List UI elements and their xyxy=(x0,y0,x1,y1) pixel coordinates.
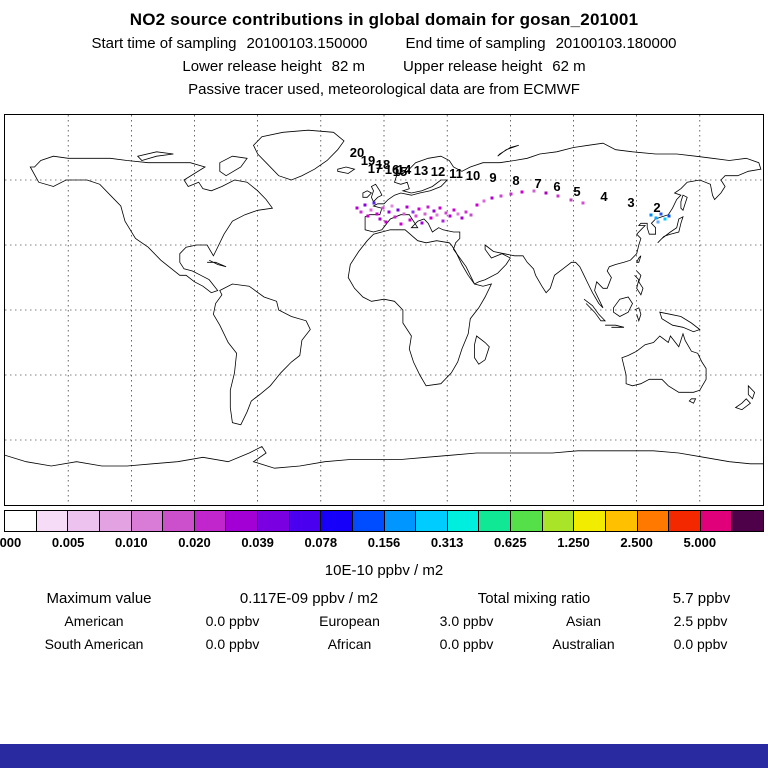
region-label-australian: Australian xyxy=(552,636,615,652)
svg-text:9: 9 xyxy=(489,170,496,185)
colorbar-segment xyxy=(541,511,574,531)
region-value-south-american: 0.0 ppbv xyxy=(205,636,260,652)
colorbar-segment xyxy=(415,511,447,531)
colorbar-segment xyxy=(636,511,669,531)
colorbar-segment xyxy=(98,511,131,531)
release-height-line: Lower release height 82 m Upper release … xyxy=(0,55,768,78)
colorbar-segment xyxy=(130,511,163,531)
colorbar-segment xyxy=(383,511,416,531)
colorbar-tick-label: 0.625 xyxy=(494,535,527,550)
colorbar-tick-label: 0.000 xyxy=(0,535,22,550)
total-mixing-ratio-label: Total mixing ratio xyxy=(477,590,591,607)
svg-text:18: 18 xyxy=(376,157,390,172)
colorbar-segment xyxy=(604,511,637,531)
colorbar-tick-label: 0.020 xyxy=(178,535,211,550)
region-label-south-american: South American xyxy=(44,636,144,652)
region-value-european: 3.0 ppbv xyxy=(439,613,494,629)
plot-title: NO2 source contributions in global domai… xyxy=(129,10,639,29)
region-label-european: European xyxy=(319,613,380,629)
svg-text:4: 4 xyxy=(600,189,608,204)
colorbar-segment xyxy=(668,511,700,531)
colorbar-segment xyxy=(510,511,542,531)
upper-height-value: 62 m xyxy=(552,58,586,75)
svg-text:13: 13 xyxy=(414,163,428,178)
colorbar-tick-label: 2.500 xyxy=(620,535,653,550)
start-time-value: 20100103.150000 xyxy=(246,35,368,52)
colorbar-tick-label: 5.000 xyxy=(683,535,717,550)
svg-text:11: 11 xyxy=(449,166,463,181)
svg-text:10: 10 xyxy=(466,168,480,183)
units-caption: 10E-10 ppbv / m2 xyxy=(324,562,444,579)
region-value-american: 0.0 ppbv xyxy=(205,613,260,629)
colorbar-segment xyxy=(320,511,352,531)
svg-text:17: 17 xyxy=(368,161,382,176)
upper-height-label: Upper release height xyxy=(403,58,543,75)
colorbar-segment xyxy=(35,511,68,531)
svg-text:16: 16 xyxy=(385,162,399,177)
svg-text:14: 14 xyxy=(397,162,412,177)
region-stats: American 0.0 ppbv European 3.0 ppbv Asia… xyxy=(0,610,768,656)
region-value-african: 0.0 ppbv xyxy=(439,636,494,652)
colorbar-segment xyxy=(225,511,257,531)
colorbar-segment xyxy=(257,511,289,531)
region-value-australian: 0.0 ppbv xyxy=(673,636,728,652)
lower-height-value: 82 m xyxy=(331,58,365,75)
colorbar-segment xyxy=(193,511,226,531)
colorbar-tick-label: 1.250 xyxy=(557,535,590,550)
svg-text:12: 12 xyxy=(431,164,445,179)
svg-text:5: 5 xyxy=(573,184,580,199)
colorbar-tick-label: 0.005 xyxy=(51,535,85,550)
svg-text:6: 6 xyxy=(553,179,560,194)
colorbar-segment xyxy=(573,511,605,531)
colorbar-segment xyxy=(351,511,384,531)
colorbar-tick-label: 0.156 xyxy=(367,535,401,550)
header: NO2 source contributions in global domai… xyxy=(0,0,768,101)
region-value-asian: 2.5 ppbv xyxy=(673,613,728,629)
colorbar xyxy=(4,510,764,532)
colorbar-segment xyxy=(699,511,732,531)
region-label-asian: Asian xyxy=(565,613,602,629)
start-time-label: Start time of sampling xyxy=(91,35,237,52)
sampling-time-line: Start time of sampling 20100103.150000 E… xyxy=(0,32,768,55)
svg-text:15: 15 xyxy=(393,164,407,179)
max-value-label: Maximum value xyxy=(46,590,152,607)
colorbar-tick-label: 0.010 xyxy=(115,535,148,550)
lower-height-label: Lower release height xyxy=(182,58,322,75)
region-label-american: American xyxy=(64,613,124,629)
colorbar-tick-label: 0.313 xyxy=(430,535,464,550)
colorbar-segment xyxy=(446,511,479,531)
total-mixing-ratio-value: 5.7 ppbv xyxy=(672,590,731,607)
end-time-label: End time of sampling xyxy=(405,35,546,52)
summary-line: Maximum value 0.117E-09 ppbv / m2 Total … xyxy=(0,590,768,607)
colorbar-segment xyxy=(731,511,763,531)
colorbar-segment xyxy=(67,511,99,531)
tracer-note: Passive tracer used, meteorological data… xyxy=(188,81,580,98)
svg-text:20: 20 xyxy=(350,145,364,160)
svg-text:19: 19 xyxy=(361,153,375,168)
region-label-african: African xyxy=(327,636,372,652)
colorbar-segment xyxy=(288,511,321,531)
colorbar-segment xyxy=(162,511,194,531)
colorbar-ticks: 0.000 0.005 0.010 0.020 0.039 0.078 0.156 0.313… xyxy=(0,535,763,553)
max-value: 0.117E-09 ppbv / m2 xyxy=(239,590,379,607)
svg-text:8: 8 xyxy=(512,173,519,188)
footer-bar xyxy=(0,744,768,768)
colorbar-segment xyxy=(5,511,36,531)
world-map: 20 19 18 17 16 15 14 13 12 11 10 9 8 7 6 5 4 3 2 xyxy=(4,114,764,506)
svg-text:2: 2 xyxy=(653,200,660,215)
svg-text:7: 7 xyxy=(534,176,541,191)
colorbar-tick-label: 0.039 xyxy=(241,535,274,550)
end-time-value: 20100103.180000 xyxy=(555,35,677,52)
colorbar-tick-label: 0.078 xyxy=(304,535,338,550)
svg-text:3: 3 xyxy=(627,195,634,210)
colorbar-segment xyxy=(478,511,510,531)
